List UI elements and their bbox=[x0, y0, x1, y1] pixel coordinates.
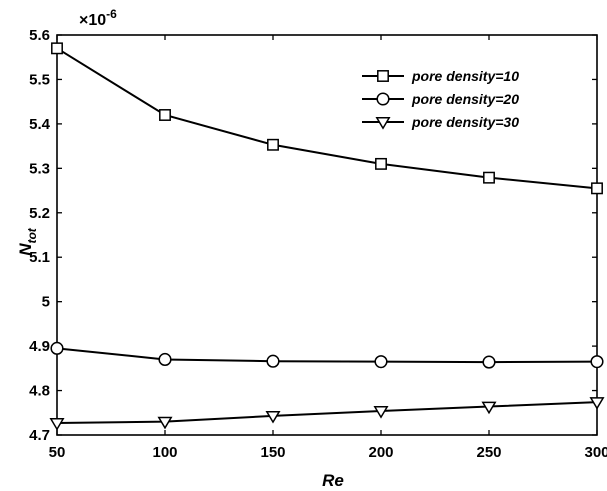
y-tick-label: 4.9 bbox=[29, 338, 50, 355]
legend-marker-square bbox=[377, 70, 389, 82]
x-axis-ticks: 50 100 150 200 250 300 bbox=[49, 35, 607, 461]
data-point-triangle-down bbox=[49, 418, 65, 431]
y-axis-label-subscript: tot bbox=[25, 227, 39, 243]
data-point-square bbox=[591, 182, 603, 195]
y-axis-exponent-base: ×10 bbox=[79, 12, 106, 29]
legend: pore density=10 pore density=20 pore densi… bbox=[358, 61, 578, 131]
x-tick-label: 50 bbox=[49, 444, 66, 461]
data-point-triangle-down bbox=[157, 416, 173, 430]
data-point-circle bbox=[266, 354, 280, 368]
data-point-circle bbox=[158, 352, 172, 366]
data-point-triangle-down bbox=[373, 406, 389, 419]
y-axis-label: Ntot bbox=[16, 227, 39, 256]
y-tick-label: 5.4 bbox=[29, 116, 51, 133]
axes-frame bbox=[56, 34, 598, 436]
legend-item: pore density=30 bbox=[362, 114, 519, 130]
series-line bbox=[56, 47, 598, 190]
data-point-triangle-down bbox=[589, 397, 605, 410]
series-2 bbox=[50, 341, 604, 369]
legend-item: pore density=10 bbox=[362, 68, 519, 84]
plot-area-border bbox=[56, 34, 598, 436]
series-1 bbox=[51, 42, 603, 195]
y-axis-exponent-power: -6 bbox=[106, 7, 117, 21]
legend-item: pore density=20 bbox=[362, 91, 519, 107]
y-tick-label: 4.7 bbox=[29, 427, 50, 444]
data-point-square bbox=[267, 138, 279, 151]
data-point-square bbox=[51, 42, 63, 55]
y-tick-label: 5.1 bbox=[29, 249, 50, 266]
data-point-circle bbox=[590, 355, 604, 369]
x-tick-label: 250 bbox=[476, 444, 501, 461]
series-line bbox=[56, 347, 598, 364]
data-point-square bbox=[483, 171, 495, 184]
data-point-triangle-down bbox=[265, 410, 281, 424]
y-tick-label: 5.3 bbox=[29, 160, 50, 177]
y-tick-label: 4.8 bbox=[29, 383, 50, 400]
y-axis-exponent: ×10-6 bbox=[79, 7, 117, 29]
y-axis-label-main: N bbox=[16, 243, 35, 256]
y-tick-label: 5 bbox=[42, 294, 50, 311]
legend-marker-triangle-down bbox=[375, 117, 391, 130]
y-tick-label: 5.6 bbox=[29, 27, 50, 44]
data-point-square bbox=[159, 109, 171, 121]
legend-label: pore density=10 bbox=[411, 68, 519, 84]
data-point-circle bbox=[50, 341, 64, 355]
legend-label: pore density=30 bbox=[411, 114, 519, 130]
data-point-square bbox=[375, 157, 387, 170]
legend-label: pore density=20 bbox=[411, 91, 519, 107]
data-point-triangle-down bbox=[481, 401, 497, 415]
data-point-circle bbox=[482, 355, 496, 369]
y-tick-label: 5.5 bbox=[29, 71, 50, 88]
x-tick-label: 200 bbox=[368, 444, 393, 461]
data-point-circle bbox=[374, 355, 388, 369]
x-tick-label: 100 bbox=[152, 444, 177, 461]
x-tick-label: 300 bbox=[584, 444, 607, 461]
series-layer bbox=[49, 42, 605, 431]
legend-box bbox=[358, 61, 578, 131]
y-tick-label: 5.2 bbox=[29, 205, 50, 222]
legend-marker-circle bbox=[376, 92, 390, 106]
series-line bbox=[56, 401, 598, 424]
x-tick-label: 150 bbox=[260, 444, 285, 461]
series-3 bbox=[49, 397, 605, 431]
x-axis-label: Re bbox=[322, 471, 344, 490]
y-axis-ticks: 4.7 4.8 4.9 5 5.1 5.2 5.3 5.4 5.5 5.6 bbox=[29, 27, 597, 444]
